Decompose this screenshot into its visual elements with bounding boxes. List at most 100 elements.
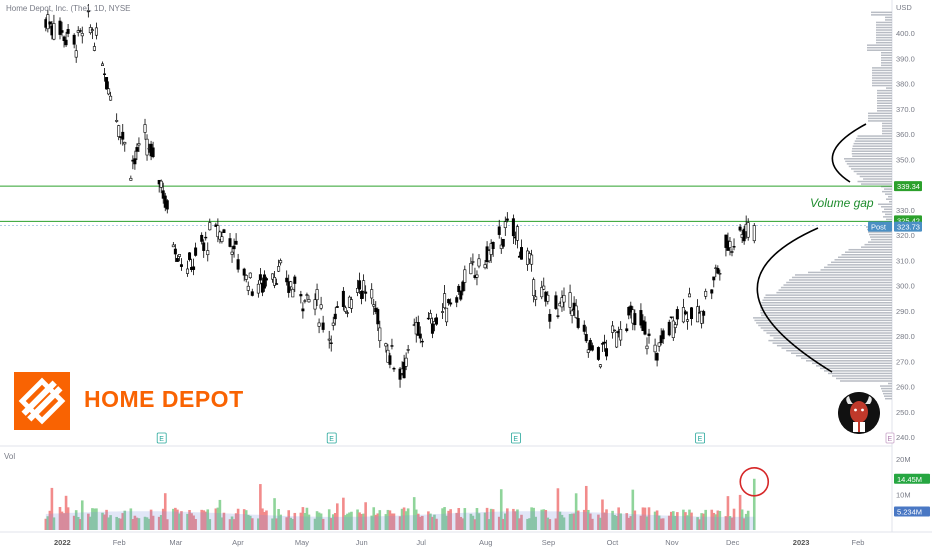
- volume-bar: [186, 513, 189, 530]
- candle-body: [548, 313, 552, 322]
- candle-body: [732, 246, 736, 248]
- volume-profile-bar: [872, 84, 892, 87]
- candle-body: [358, 280, 362, 290]
- volume-bar: [544, 509, 548, 530]
- volume-bar: [398, 516, 402, 530]
- volume-profile-bar: [806, 360, 892, 362]
- candle-body: [204, 236, 208, 239]
- candle-body: [220, 236, 224, 242]
- candle-body: [372, 304, 376, 307]
- volume-profile-bar: [851, 153, 892, 155]
- volume-profile-bar: [868, 231, 892, 233]
- volume-bar: [441, 508, 444, 530]
- candle-body: [657, 342, 661, 347]
- candle-body: [121, 131, 125, 140]
- volume-bar: [572, 513, 576, 530]
- volume-tick-label: 10M: [896, 491, 911, 500]
- candle-body: [94, 27, 98, 36]
- volume-profile-bar: [882, 125, 892, 127]
- volume-bar: [216, 507, 220, 530]
- volume-profile-bar: [877, 110, 892, 112]
- candle-body: [123, 142, 127, 145]
- volume-bar: [667, 515, 671, 530]
- candle-body: [447, 299, 451, 304]
- candle-body: [317, 322, 321, 327]
- candle-body: [291, 289, 295, 298]
- candle-body: [690, 307, 694, 319]
- x-tick-label: Feb: [851, 538, 864, 547]
- candle-body: [341, 290, 345, 308]
- volume-tick-label: 20M: [896, 455, 911, 464]
- candle-body: [58, 20, 62, 35]
- volume-profile-bar: [827, 264, 892, 266]
- candle-body: [570, 310, 574, 316]
- candle-body: [305, 294, 309, 296]
- volume-profile-bar: [881, 64, 892, 67]
- author-avatar[interactable]: [838, 392, 880, 434]
- volume-profile-bar: [851, 150, 892, 152]
- volume-profile-bar: [824, 370, 892, 372]
- candle-body: [271, 273, 275, 280]
- volume-bar: [554, 518, 558, 530]
- volume-bar: [443, 507, 446, 530]
- candle-body: [242, 268, 246, 276]
- candle-body: [475, 274, 479, 278]
- volume-bar: [700, 513, 703, 530]
- volume-bar: [321, 518, 325, 530]
- volume-profile-bar: [828, 372, 892, 375]
- candle-body: [568, 292, 572, 308]
- candle-body: [469, 262, 473, 275]
- volume-bar: [421, 515, 424, 530]
- volume-bar: [477, 513, 481, 530]
- candle-body: [315, 289, 319, 301]
- candle-body: [489, 243, 493, 255]
- volume-profile-bar: [885, 19, 892, 21]
- volume-profile-bar: [881, 54, 892, 57]
- volume-profile-bar: [888, 195, 892, 198]
- volume-bar: [641, 507, 645, 530]
- home-depot-logo-mark: [14, 372, 70, 430]
- candle-body: [370, 289, 374, 299]
- volume-badge-label: 5.234M: [897, 507, 922, 516]
- candle-body: [117, 125, 121, 137]
- candle-body: [244, 275, 248, 280]
- candle-body: [542, 285, 546, 290]
- volume-bar: [730, 517, 734, 530]
- volume-bar: [570, 513, 574, 530]
- volume-bar: [378, 510, 382, 530]
- candle-body: [66, 29, 70, 34]
- candle-body: [161, 190, 165, 199]
- x-tick-label: May: [295, 538, 309, 547]
- volume-profile-bar: [794, 274, 892, 276]
- candle-body: [596, 347, 600, 360]
- candle-body: [246, 285, 250, 291]
- candle-body: [501, 238, 505, 247]
- candle-body: [461, 281, 465, 292]
- volume-bar: [659, 518, 663, 530]
- volume-profile-bar: [870, 236, 892, 238]
- candle-body: [700, 310, 704, 324]
- candle-body: [279, 260, 283, 264]
- volume-bar: [512, 508, 515, 530]
- volume-profile-bar: [760, 304, 892, 306]
- volume-bar: [364, 502, 367, 530]
- candle-body: [574, 305, 578, 319]
- x-tick-label: Apr: [232, 538, 244, 547]
- volume-bar: [119, 518, 123, 530]
- volume-bar: [348, 512, 351, 530]
- volume-profile-bar: [762, 299, 892, 301]
- volume-profile-bar: [882, 190, 892, 193]
- volume-bar: [461, 518, 465, 530]
- volume-bar: [78, 519, 82, 530]
- candle-body: [236, 259, 240, 270]
- candle-body: [402, 361, 406, 379]
- candle-body: [540, 287, 544, 298]
- candle-body: [738, 226, 742, 231]
- candle-body: [746, 222, 750, 238]
- candle-body: [511, 218, 515, 237]
- volume-bar: [151, 515, 155, 530]
- volume-profile-bar: [868, 117, 892, 120]
- volume-profile-bar: [881, 59, 892, 62]
